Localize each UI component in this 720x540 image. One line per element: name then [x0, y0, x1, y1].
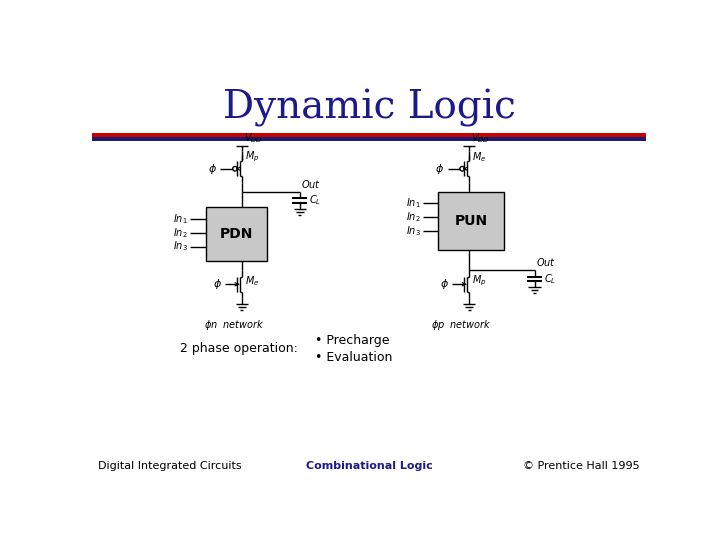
Text: $M_e$: $M_e$	[472, 150, 487, 164]
Text: $Out$: $Out$	[301, 178, 321, 190]
Text: PUN: PUN	[454, 214, 487, 228]
Text: $In_3$: $In_3$	[174, 240, 188, 253]
Text: Digital Integrated Circuits: Digital Integrated Circuits	[98, 461, 242, 471]
Text: $In_1$: $In_1$	[174, 212, 188, 226]
Text: $In_2$: $In_2$	[406, 211, 420, 224]
Text: • Evaluation: • Evaluation	[315, 351, 392, 364]
Text: © Prentice Hall 1995: © Prentice Hall 1995	[523, 461, 640, 471]
Text: • Precharge: • Precharge	[315, 334, 390, 347]
Text: $In_1$: $In_1$	[406, 197, 420, 210]
Text: $\phi$: $\phi$	[208, 162, 217, 176]
Text: $C_L$: $C_L$	[309, 193, 321, 207]
Text: $\phi n$  network: $\phi n$ network	[204, 318, 265, 332]
Text: $V_{DD}$: $V_{DD}$	[472, 131, 490, 145]
Text: $\phi$: $\phi$	[213, 277, 222, 291]
Text: $M_p$: $M_p$	[245, 150, 259, 164]
Text: $M_e$: $M_e$	[245, 274, 259, 288]
Bar	[438, 192, 504, 249]
Text: $\phi p$  network: $\phi p$ network	[431, 318, 492, 332]
Bar	[92, 132, 647, 137]
Text: Combinational Logic: Combinational Logic	[305, 461, 433, 471]
Text: $Out$: $Out$	[536, 256, 556, 268]
Bar	[92, 137, 647, 141]
Text: 2 phase operation:: 2 phase operation:	[180, 342, 298, 355]
Bar	[206, 207, 267, 261]
Text: $C_L$: $C_L$	[544, 272, 556, 286]
Text: $\phi$: $\phi$	[440, 277, 449, 291]
Text: $In_3$: $In_3$	[406, 224, 420, 238]
Text: $M_p$: $M_p$	[472, 274, 487, 288]
Text: $\phi$: $\phi$	[436, 162, 444, 176]
Text: $V_{DD}$: $V_{DD}$	[244, 131, 263, 145]
Text: PDN: PDN	[220, 227, 253, 241]
Text: $In_2$: $In_2$	[174, 226, 188, 240]
Text: Dynamic Logic: Dynamic Logic	[222, 90, 516, 127]
